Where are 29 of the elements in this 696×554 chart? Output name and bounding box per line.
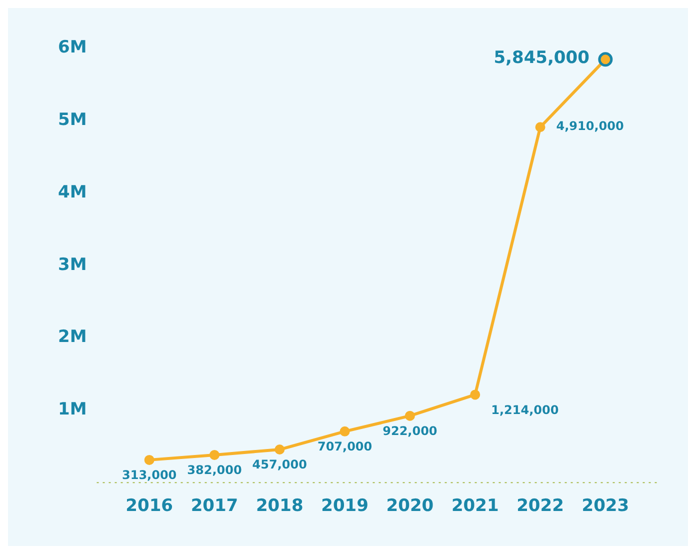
x-tick-label: 2018 xyxy=(256,496,304,516)
point xyxy=(274,444,285,455)
point xyxy=(340,426,350,436)
point xyxy=(144,454,154,465)
point xyxy=(535,122,546,132)
y-tick-label: 2M xyxy=(58,327,87,348)
x-tick-label: 2020 xyxy=(386,496,434,516)
data-label: 457,000 xyxy=(252,458,307,472)
x-tick-label: 2022 xyxy=(516,496,564,516)
data-label: 922,000 xyxy=(382,424,438,438)
y-tick-label: 6M xyxy=(58,38,87,58)
x-tick-label: 2016 xyxy=(126,496,173,516)
x-tick-label: 2017 xyxy=(190,496,238,516)
data-label: 5,845,000 xyxy=(494,48,590,68)
point xyxy=(470,390,480,400)
x-tick-label: 2019 xyxy=(321,496,368,516)
data-label: 313,000 xyxy=(122,468,177,482)
point xyxy=(209,450,220,460)
data-label: 1,214,000 xyxy=(491,402,559,417)
y-tick-label: 4M xyxy=(58,182,87,202)
point xyxy=(404,410,415,421)
data-label: 707,000 xyxy=(317,440,372,454)
y-tick-label: 5M xyxy=(58,110,87,130)
data-label: 382,000 xyxy=(187,463,242,478)
y-tick-label: 3M xyxy=(58,254,87,275)
x-tick-label: 2023 xyxy=(582,496,630,516)
x-tick-label: 2021 xyxy=(451,496,499,516)
data-label: 4,910,000 xyxy=(556,119,624,134)
y-tick-label: 1M xyxy=(58,400,87,420)
